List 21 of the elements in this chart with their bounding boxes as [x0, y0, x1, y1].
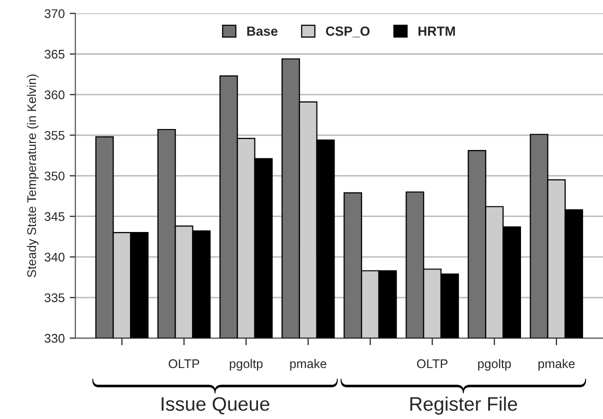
y-tick-label: 335 — [44, 293, 64, 302]
legend-label: Base — [247, 26, 278, 36]
y-tick-label: 330 — [44, 334, 64, 343]
x-tick-label: pmake — [538, 358, 575, 371]
text: Issue Queue — [162, 397, 270, 414]
x-tick-label: OLTP — [168, 359, 200, 368]
legend-label: HRTM — [418, 26, 455, 36]
y-tick-label: 370 — [44, 9, 64, 18]
x-tick-label: pgoltp — [230, 358, 263, 371]
text: Register File — [410, 396, 518, 415]
y-tick-label: 345 — [44, 212, 64, 222]
y-tick-label: 355 — [44, 130, 64, 140]
y-tick-label: 350 — [44, 172, 64, 180]
y-tick-label: 340 — [44, 252, 64, 262]
x-tick-label: pgoltp — [478, 358, 511, 371]
legend-label: CSP_O — [326, 26, 370, 38]
y-axis-title: Steady State Temperature (in Kelvin) — [26, 74, 39, 278]
x-tick-label: OLTP — [417, 359, 448, 368]
y-tick-label: 360 — [44, 90, 64, 100]
y-tick-label: 365 — [44, 50, 64, 59]
x-tick-label: pmake — [290, 358, 326, 371]
